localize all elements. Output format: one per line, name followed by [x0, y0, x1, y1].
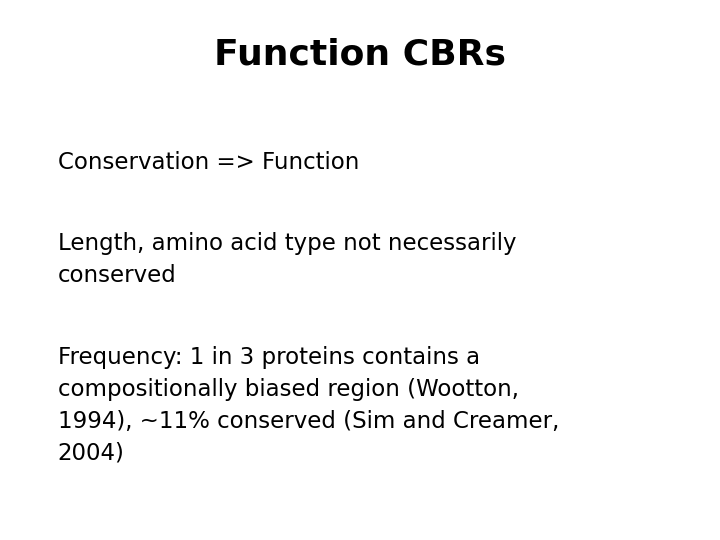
Text: Conservation => Function: Conservation => Function: [58, 151, 359, 174]
Text: Length, amino acid type not necessarily
conserved: Length, amino acid type not necessarily …: [58, 232, 516, 287]
Text: Frequency: 1 in 3 proteins contains a
compositionally biased region (Wootton,
19: Frequency: 1 in 3 proteins contains a co…: [58, 346, 559, 464]
Text: Function CBRs: Function CBRs: [214, 38, 506, 72]
